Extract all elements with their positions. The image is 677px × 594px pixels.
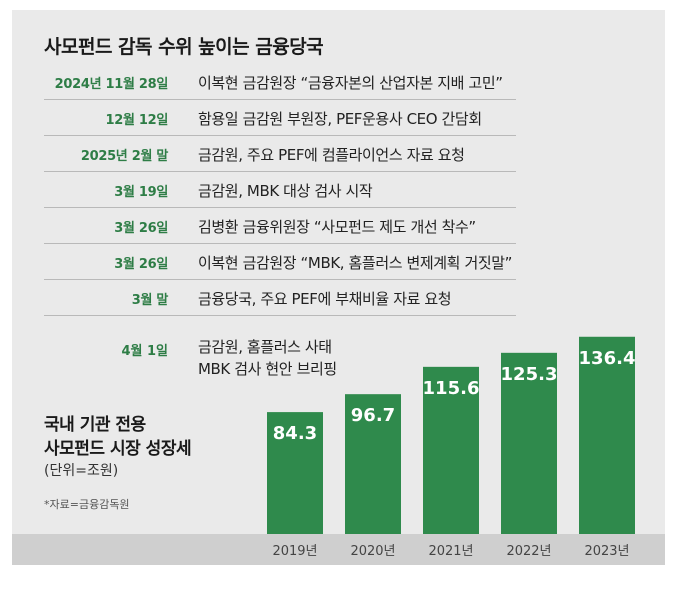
timeline-row: 2024년 11월 28일 이복현 금감원장 “금융자본의 산업자본 지배 고민” — [12, 64, 516, 100]
x-tick-label: 2023년 — [584, 544, 629, 559]
x-tick-label: 2020년 — [350, 544, 395, 559]
chart-title-line1: 국내 기관 전용 — [44, 415, 146, 435]
timeline-date-cell: 2025년 2월 말 — [12, 136, 168, 172]
bar-4 — [501, 352, 557, 534]
timeline-row: 12월 12일 함용일 금감원 부원장, PEF운용사 CEO 간담회 — [12, 100, 516, 136]
bar-value-label: 96.7 — [351, 405, 395, 426]
bar-5 — [579, 336, 635, 534]
timeline-date-cell: 3월 말 — [12, 280, 169, 316]
chart-title-line2: 사모펀드 시장 성장세 — [44, 439, 192, 459]
bar-3 — [423, 366, 479, 534]
timeline-event: 함용일 금감원 부원장, PEF운용사 CEO 간담회 — [198, 110, 482, 128]
chart-unit: (단위=조원) — [44, 463, 119, 479]
timeline-event: 금감원, 주요 PEF에 컴플라이언스 자료 요청 — [198, 146, 465, 164]
bar-2 — [345, 394, 401, 534]
bar-value-label: 125.3 — [501, 364, 558, 385]
source-note: *자료=금융감독원 — [44, 498, 130, 511]
row-divider — [44, 207, 516, 208]
timeline-date: 3월 19일 — [114, 185, 168, 200]
timeline-date: 2025년 2월 말 — [80, 149, 168, 164]
row-divider — [44, 243, 516, 244]
timeline-date-cell: 12월 12일 — [12, 100, 168, 136]
timeline-row: 3월 26일 김병환 금융위원장 “사모펀드 제도 개선 착수” — [12, 208, 516, 244]
timeline-date: 12월 12일 — [105, 113, 168, 128]
timeline-last-event-line2: MBK 검사 현안 브리핑 — [198, 360, 337, 378]
timeline-last-event: 금감원, 홈플러스 사태 MBK 검사 현안 브리핑 — [198, 336, 337, 380]
bar-1 — [267, 412, 323, 534]
timeline-row: 3월 26일 이복현 금감원장 “MBK, 홈플러스 변제계획 거짓말” — [12, 244, 516, 280]
timeline-event: 금감원, MBK 대상 검사 시작 — [198, 182, 373, 200]
page-title: 사모펀드 감독 수위 높이는 금융당국 — [44, 36, 324, 58]
timeline-last-event-line1: 금감원, 홈플러스 사태 — [198, 338, 332, 356]
timeline-date-cell: 2024년 11월 28일 — [12, 64, 169, 100]
timeline-event: 이복현 금감원장 “금융자본의 산업자본 지배 고민” — [198, 74, 503, 92]
row-divider — [44, 99, 516, 100]
timeline-date-cell: 3월 26일 — [12, 244, 168, 280]
x-tick-label: 2021년 — [428, 544, 473, 559]
row-divider — [44, 135, 516, 136]
timeline-date: 3월 26일 — [114, 257, 168, 272]
timeline-last-date: 4월 1일 — [121, 344, 168, 359]
axis-band — [12, 534, 665, 565]
bar-value-label: 115.6 — [423, 378, 480, 399]
timeline-event: 김병환 금융위원장 “사모펀드 제도 개선 착수” — [198, 218, 476, 236]
timeline-event: 이복현 금감원장 “MBK, 홈플러스 변제계획 거짓말” — [198, 254, 513, 272]
timeline-row: 2025년 2월 말 금감원, 주요 PEF에 컴플라이언스 자료 요청 — [12, 136, 516, 172]
timeline-date: 3월 26일 — [114, 221, 168, 236]
bar-chart: 84.3 2019년 96.7 2020년 115.6 2021년 125.3 2022년 13… — [267, 336, 636, 559]
row-divider — [44, 315, 516, 316]
timeline-date-cell: 3월 26일 — [12, 208, 168, 244]
timeline-event: 금융당국, 주요 PEF에 부채비율 자료 요청 — [198, 290, 452, 308]
x-tick-label: 2019년 — [272, 544, 317, 559]
row-divider — [44, 279, 516, 280]
timeline-date: 2024년 11월 28일 — [54, 77, 169, 92]
bar-value-label: 136.4 — [579, 348, 636, 369]
timeline-date: 3월 말 — [131, 293, 169, 308]
timeline-date-cell: 3월 19일 — [12, 172, 168, 208]
x-tick-label: 2022년 — [506, 544, 551, 559]
bar-value-label: 84.3 — [273, 423, 317, 444]
row-divider — [44, 171, 516, 172]
timeline-row: 3월 19일 금감원, MBK 대상 검사 시작 — [12, 172, 516, 208]
timeline-row: 3월 말 금융당국, 주요 PEF에 부채비율 자료 요청 — [12, 280, 516, 316]
